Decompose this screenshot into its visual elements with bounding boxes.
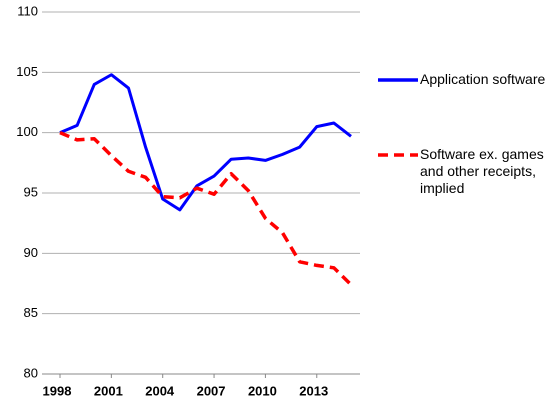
legend-label: Software ex. games and other receipts, i… — [420, 146, 544, 196]
data-line — [59, 73, 352, 212]
y-tick-label: 100 — [16, 124, 38, 139]
data-line — [59, 131, 353, 286]
x-tick-label: 2013 — [299, 383, 328, 398]
y-tick-label: 110 — [17, 3, 38, 18]
x-tick-label: 2010 — [248, 383, 277, 398]
x-tick-label: 2007 — [197, 383, 226, 398]
x-tick-label: 2004 — [145, 383, 175, 398]
y-tick-label: 80 — [24, 365, 38, 380]
x-tick-label: 1998 — [43, 383, 72, 398]
y-tick-label: 95 — [24, 184, 38, 199]
y-tick-label: 85 — [24, 305, 38, 320]
legend-label: Application software — [420, 71, 546, 87]
y-tick-label: 105 — [16, 64, 38, 79]
y-tick-label: 90 — [24, 245, 38, 260]
x-tick-label: 2001 — [94, 383, 123, 398]
